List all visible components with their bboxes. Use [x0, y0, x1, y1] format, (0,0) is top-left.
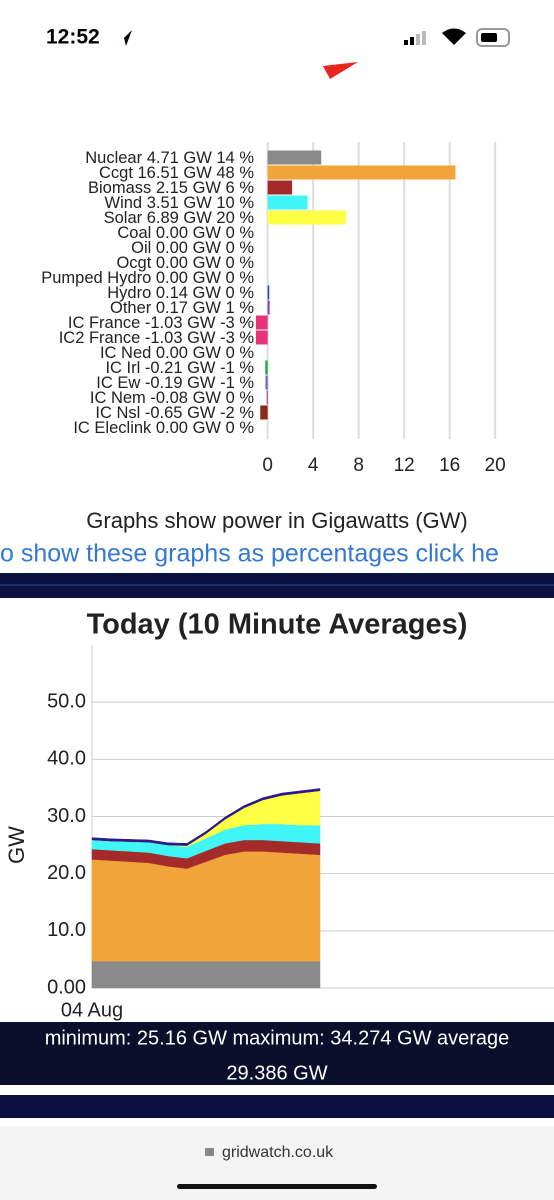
bar — [260, 405, 268, 420]
bar — [267, 195, 308, 210]
area-series — [91, 851, 321, 962]
stats-text: 29.386 GW — [226, 1062, 327, 1084]
area-series — [91, 788, 321, 846]
x-tick-label: 12 — [394, 455, 415, 476]
bar-label: Hydro 0.14 GW 0 % — [107, 284, 254, 302]
bar-label: IC Ned 0.00 GW 0 % — [100, 344, 254, 362]
status-time: 12:52 — [46, 26, 100, 49]
bar-label: IC Irl -0.21 GW -1 % — [105, 359, 254, 377]
bar-label: Oil 0.00 GW 0 % — [131, 239, 254, 257]
lock-icon — [205, 1148, 214, 1156]
bar-label: Pumped Hydro 0.00 GW 0 % — [41, 269, 254, 287]
bar-label: IC2 France -1.03 GW -3 % — [59, 329, 255, 347]
bar-label: Nuclear 4.71 GW 14 % — [85, 149, 254, 167]
bar — [265, 360, 268, 375]
url[interactable]: gridwatch.co.uk — [222, 1144, 334, 1161]
x-tick-label: 0 — [262, 455, 273, 476]
bar-label: Coal 0.00 GW 0 % — [117, 224, 254, 242]
wifi-icon — [442, 28, 466, 45]
stats-band — [0, 1022, 554, 1085]
bar — [267, 180, 293, 195]
bar-label: IC France -1.03 GW -3 % — [68, 314, 254, 332]
x-tick-label: 4 — [308, 455, 319, 476]
bar — [255, 330, 268, 345]
x-tick-label: 16 — [439, 455, 460, 476]
x-tick-label: 20 — [485, 455, 506, 476]
bar — [267, 300, 270, 315]
bar — [267, 285, 270, 300]
bar — [267, 210, 347, 225]
bar-label: Ocgt 0.00 GW 0 % — [116, 254, 254, 272]
percent-link[interactable]: o show these graphs as percentages click… — [0, 540, 499, 568]
x-tick-label: 04 Aug — [61, 999, 123, 1021]
bar-label: IC Eleclink 0.00 GW 0 % — [73, 419, 254, 437]
signal-icon — [404, 31, 426, 45]
y-tick-label: 10.0 — [47, 919, 86, 941]
bar-label: IC Nem -0.08 GW 0 % — [90, 389, 254, 407]
y-tick-label: 50.0 — [47, 690, 86, 712]
y-tick-label: 0.00 — [47, 976, 86, 998]
home-indicator — [177, 1184, 377, 1189]
bar — [266, 390, 268, 405]
bar-label: IC Ew -0.19 GW -1 % — [96, 374, 254, 392]
band — [0, 1095, 554, 1118]
bar — [255, 315, 268, 330]
y-tick-label: 30.0 — [47, 805, 86, 827]
units-note: Graphs show power in Gigawatts (GW) — [86, 508, 467, 533]
battery-level — [481, 33, 497, 42]
area-series — [91, 960, 321, 989]
bar — [267, 150, 322, 165]
bar-chart: 0 4 8 12 16 20 Nuclear 4.71 GW 14 %Ccgt 16.51 … — [41, 142, 506, 476]
chart-title: Today (10 Minute Averages) — [87, 609, 468, 641]
bar-label: Wind 3.51 GW 10 % — [105, 194, 255, 212]
decoration-triangle — [323, 62, 358, 79]
y-axis-label: GW — [4, 826, 29, 864]
x-tick-label: 8 — [353, 455, 364, 476]
bar-label: IC Nsl -0.65 GW -2 % — [95, 404, 254, 422]
bar-label: Biomass 2.15 GW 6 % — [88, 179, 254, 197]
bar — [265, 375, 268, 390]
battery-icon — [476, 28, 510, 47]
bar — [267, 165, 456, 180]
bar-label: Other 0.17 GW 1 % — [110, 299, 254, 317]
area-chart: Today (10 Minute Averages) 0.00 10.0 20.0 30… — [4, 609, 554, 1021]
location-icon — [118, 30, 132, 46]
y-tick-label: 40.0 — [47, 748, 86, 770]
bar-label: Ccgt 16.51 GW 48 % — [99, 164, 254, 182]
y-tick-label: 20.0 — [47, 862, 86, 884]
stats-text: minimum: 25.16 GW maximum: 34.274 GW ave… — [45, 1027, 510, 1049]
bar-label: Solar 6.89 GW 20 % — [104, 209, 255, 227]
